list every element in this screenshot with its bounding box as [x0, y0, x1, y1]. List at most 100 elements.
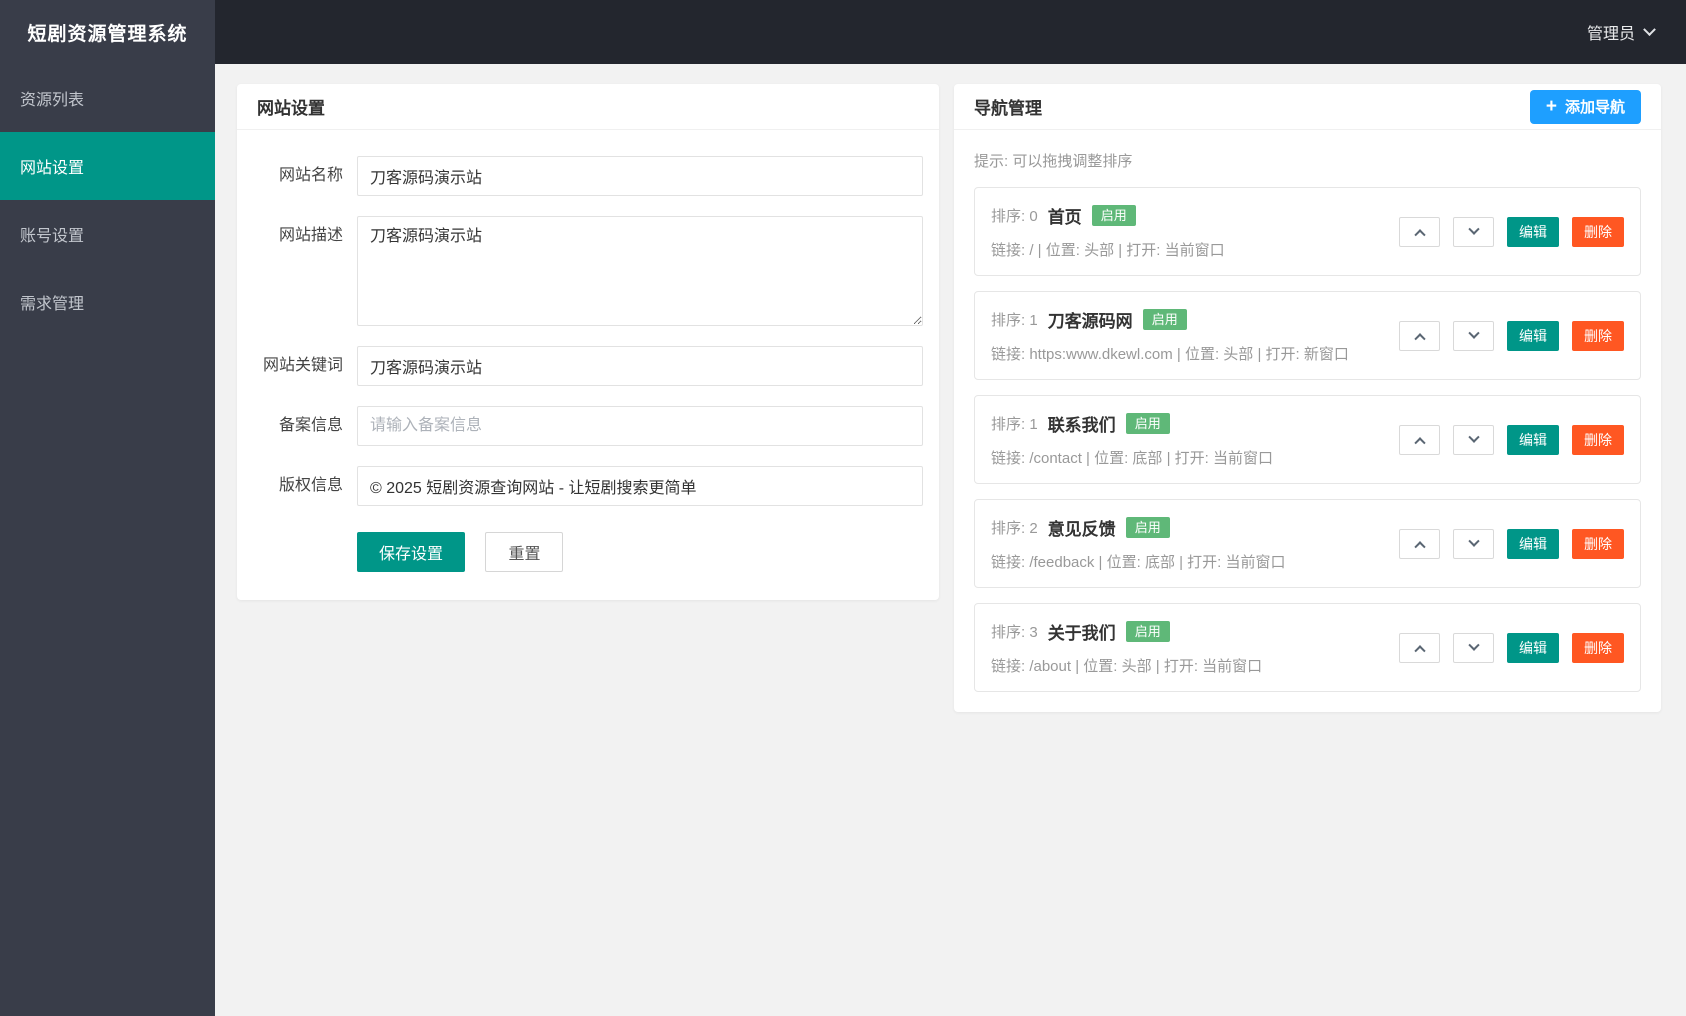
chevron-up-icon	[1413, 228, 1426, 240]
nav-item-info: 排序: 1 联系我们 启用 链接: /contact | 位置: 底部 | 打开…	[991, 411, 1273, 468]
site-settings-card: 网站设置 网站名称 网站描述 刀客源码演示站 网站关键词 备案信息 版权信息	[237, 84, 939, 600]
edit-button[interactable]: 编辑	[1507, 320, 1559, 351]
nav-meta: 链接: /about | 位置: 头部 | 打开: 当前窗口	[991, 658, 1263, 675]
chevron-up-icon	[1413, 540, 1426, 552]
nav-item-actions: 编辑 删除	[1399, 528, 1624, 559]
chevron-down-icon	[1467, 535, 1480, 547]
delete-button[interactable]: 删除	[1572, 216, 1624, 247]
site-keywords-label: 网站关键词	[262, 357, 343, 374]
move-up-button[interactable]	[1399, 320, 1440, 351]
move-down-button[interactable]	[1453, 424, 1494, 455]
chevron-down-icon	[1643, 22, 1656, 36]
add-nav-label: 添加导航	[1564, 99, 1625, 116]
nav-item-actions: 编辑 删除	[1399, 632, 1624, 663]
nav-sort: 排序: 1	[991, 416, 1038, 433]
nav-item-actions: 编辑 删除	[1399, 424, 1624, 455]
chevron-up-icon	[1413, 332, 1426, 344]
move-down-button[interactable]	[1453, 632, 1494, 663]
icp-info-input[interactable]	[357, 406, 923, 446]
nav-title: 联系我们	[1047, 416, 1116, 435]
user-name: 管理员	[1586, 26, 1635, 43]
site-settings-header: 网站设置	[237, 84, 939, 130]
site-settings-body: 网站名称 网站描述 刀客源码演示站 网站关键词 备案信息 版权信息	[237, 130, 939, 600]
nav-item-row-feedback[interactable]: 排序: 2 意见反馈 启用 链接: /feedback | 位置: 底部 | 打…	[974, 499, 1641, 588]
form-actions-buttons: 保存设置 重置	[357, 532, 564, 572]
move-down-button[interactable]	[1453, 320, 1494, 351]
nav-title: 关于我们	[1047, 624, 1116, 643]
enabled-badge: 启用	[1142, 309, 1187, 330]
nav-title: 刀客源码网	[1047, 312, 1133, 331]
site-keywords-input[interactable]	[357, 346, 923, 386]
nav-item-row-home[interactable]: 排序: 0 首页 启用 链接: / | 位置: 头部 | 打开: 当前窗口 编辑…	[974, 187, 1641, 276]
nav-meta: 链接: https:www.dkewl.com | 位置: 头部 | 打开: 新…	[991, 346, 1349, 363]
sidebar-item-account-settings[interactable]: 账号设置	[20, 228, 85, 245]
app-logo: 短剧资源管理系统	[0, 0, 215, 64]
icp-info-label: 备案信息	[278, 417, 343, 434]
move-up-button[interactable]	[1399, 216, 1440, 247]
nav-sort: 排序: 3	[991, 624, 1038, 641]
copyright-input[interactable]	[357, 466, 923, 506]
user-menu[interactable]: 管理员	[1586, 20, 1656, 44]
nav-item-actions: 编辑 删除	[1399, 320, 1624, 351]
move-down-button[interactable]	[1453, 528, 1494, 559]
nav-item-row-contact[interactable]: 排序: 1 联系我们 启用 链接: /contact | 位置: 底部 | 打开…	[974, 395, 1641, 484]
form-row-site-keywords: 网站关键词	[237, 346, 923, 386]
reset-button[interactable]: 重置	[485, 532, 564, 572]
save-settings-button[interactable]: 保存设置	[357, 532, 466, 572]
topbar-right: 管理员	[215, 0, 1686, 64]
move-up-button[interactable]	[1399, 528, 1440, 559]
enabled-badge: 启用	[1125, 413, 1170, 434]
form-row-site-name: 网站名称	[237, 156, 923, 196]
sidebar-item-demand-management[interactable]: 需求管理	[20, 296, 85, 313]
nav-item-info: 排序: 0 首页 启用 链接: / | 位置: 头部 | 打开: 当前窗口	[991, 203, 1225, 260]
delete-button[interactable]: 删除	[1572, 424, 1624, 455]
nav-item-row-dkewl[interactable]: 排序: 1 刀客源码网 启用 链接: https:www.dkewl.com |…	[974, 291, 1641, 380]
delete-button[interactable]: 删除	[1572, 320, 1624, 351]
move-up-button[interactable]	[1399, 632, 1440, 663]
enabled-badge: 启用	[1125, 621, 1170, 642]
nav-title: 首页	[1047, 208, 1082, 227]
chevron-down-icon	[1467, 431, 1480, 443]
copyright-label: 版权信息	[278, 477, 343, 494]
site-description-label: 网站描述	[278, 227, 343, 244]
nav-sort: 排序: 0	[991, 208, 1038, 225]
nav-item-info: 排序: 2 意见反馈 启用 链接: /feedback | 位置: 底部 | 打…	[991, 515, 1286, 572]
delete-button[interactable]: 删除	[1572, 632, 1624, 663]
move-down-button[interactable]	[1453, 216, 1494, 247]
sidebar-item-site-settings[interactable]: 网站设置	[0, 132, 215, 200]
chevron-down-icon	[1467, 327, 1480, 339]
form-row-copyright: 版权信息	[237, 466, 923, 506]
delete-button[interactable]: 删除	[1572, 528, 1624, 559]
nav-item-actions: 编辑 删除	[1399, 216, 1624, 247]
sidebar-item-resource-list[interactable]: 资源列表	[20, 92, 85, 109]
sidebar: 资源列表 网站设置 账号设置 需求管理	[0, 64, 215, 1016]
edit-button[interactable]: 编辑	[1507, 216, 1559, 247]
enabled-badge: 启用	[1091, 205, 1136, 226]
nav-meta: 链接: /contact | 位置: 底部 | 打开: 当前窗口	[991, 450, 1273, 467]
chevron-up-icon	[1413, 436, 1426, 448]
nav-sort: 排序: 2	[991, 520, 1038, 537]
site-description-textarea[interactable]: 刀客源码演示站	[357, 216, 923, 326]
nav-item-info: 排序: 1 刀客源码网 启用 链接: https:www.dkewl.com |…	[991, 307, 1349, 364]
edit-button[interactable]: 编辑	[1507, 632, 1559, 663]
form-row-site-description: 网站描述 刀客源码演示站	[237, 216, 923, 326]
move-up-button[interactable]	[1399, 424, 1440, 455]
site-name-input[interactable]	[357, 156, 923, 196]
chevron-down-icon	[1467, 639, 1480, 651]
chevron-down-icon	[1467, 223, 1480, 235]
edit-button[interactable]: 编辑	[1507, 528, 1559, 559]
topbar: 短剧资源管理系统 管理员	[0, 0, 1686, 64]
nav-management-header: 导航管理 + 添加导航	[954, 84, 1661, 130]
add-nav-button[interactable]: + 添加导航	[1529, 89, 1641, 124]
edit-button[interactable]: 编辑	[1507, 424, 1559, 455]
nav-item-row-about[interactable]: 排序: 3 关于我们 启用 链接: /about | 位置: 头部 | 打开: …	[974, 603, 1641, 692]
enabled-badge: 启用	[1125, 517, 1170, 538]
plus-icon: +	[1545, 96, 1557, 117]
form-actions: 保存设置 重置	[237, 532, 923, 572]
drag-sort-tip: 提示: 可以拖拽调整排序	[974, 153, 1133, 170]
nav-management-body: 提示: 可以拖拽调整排序 排序: 0 首页 启用 链接: / | 位置: 头部 …	[954, 130, 1661, 712]
site-name-label: 网站名称	[278, 167, 343, 184]
nav-meta: 链接: / | 位置: 头部 | 打开: 当前窗口	[991, 242, 1225, 259]
nav-title: 意见反馈	[1047, 520, 1116, 539]
site-settings-title: 网站设置	[257, 99, 325, 118]
